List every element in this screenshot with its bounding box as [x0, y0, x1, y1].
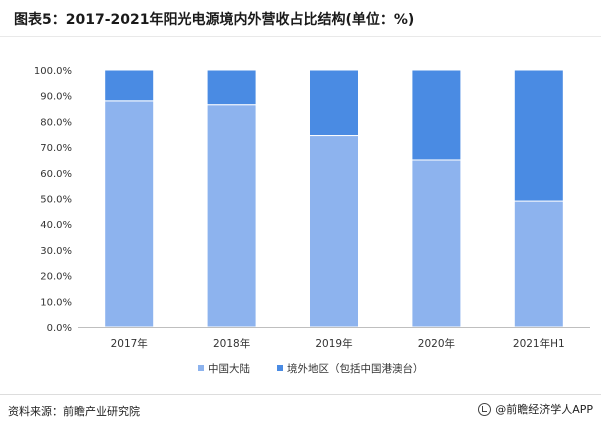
bar-segment-overseas	[411, 69, 462, 161]
y-tick-label: 30.0%	[40, 246, 72, 257]
x-tick-label: 2018年	[213, 337, 250, 350]
legend-swatch	[198, 365, 204, 371]
y-tick-label: 90.0%	[40, 92, 72, 103]
bar-segment-domestic	[104, 100, 155, 328]
brand-label: @前瞻经济学人APP	[495, 403, 593, 416]
bar-segment-domestic	[206, 104, 257, 328]
legend-swatch	[277, 365, 283, 371]
y-tick-label: 100.0%	[34, 66, 72, 77]
bar-segment-domestic	[513, 200, 564, 328]
legend-label: 中国大陆	[208, 362, 250, 375]
source-note: 资料来源：前瞻产业研究院	[8, 405, 140, 418]
brand-credit: @前瞻经济学人APP	[478, 401, 593, 417]
x-tick-label: 2020年	[418, 337, 455, 350]
title-divider	[0, 36, 601, 37]
y-tick-label: 80.0%	[40, 117, 72, 128]
y-tick-label: 20.0%	[40, 272, 72, 283]
y-tick-label: 0.0%	[47, 323, 72, 334]
y-tick-label: 70.0%	[40, 143, 72, 154]
bar-segment-overseas	[513, 69, 564, 202]
y-tick-label: 50.0%	[40, 195, 72, 206]
y-tick-label: 40.0%	[40, 220, 72, 231]
x-tick-label: 2019年	[315, 337, 352, 350]
brand-logo-icon	[478, 402, 492, 416]
bar-segment-overseas	[309, 69, 359, 137]
bar-segment-overseas	[104, 69, 155, 102]
bar-segment-overseas	[206, 69, 257, 106]
y-tick-label: 10.0%	[40, 297, 72, 308]
chart-title: 图表5：2017-2021年阳光电源境内外营收占比结构(单位：%)	[14, 12, 415, 28]
x-tick-label: 2017年	[111, 337, 148, 350]
stacked-bar-chart: 0.0% 10.0% 20.0% 30.0% 40.0% 50.0% 60.0% 70.0% 8…	[34, 66, 590, 375]
x-tick-label: 2021年H1	[513, 337, 565, 350]
footer-divider	[0, 394, 601, 395]
bar-segment-domestic	[309, 135, 359, 328]
bar-segment-domestic	[411, 159, 462, 328]
y-tick-label: 60.0%	[40, 169, 72, 180]
legend-label: 境外地区（包括中国港澳台）	[287, 362, 424, 375]
